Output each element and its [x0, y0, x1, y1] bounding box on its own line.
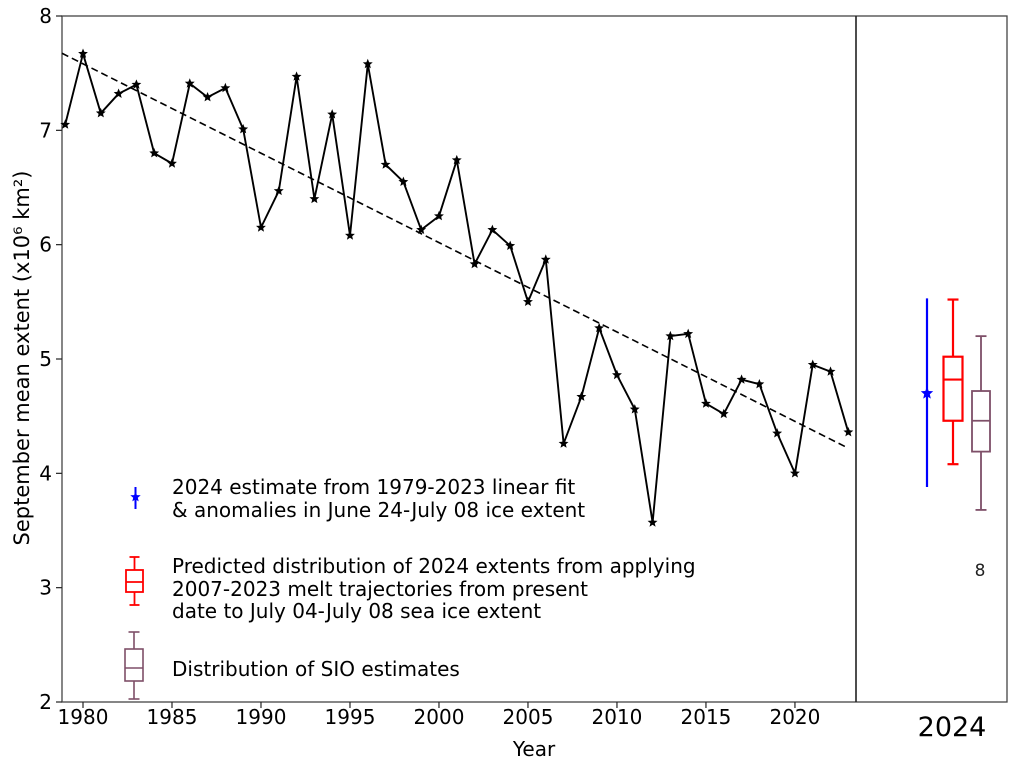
trend-line — [61, 52, 849, 449]
legend-purple-boxplot-glyph-box — [124, 648, 144, 682]
x-tick-label-1980: 1980 — [58, 705, 109, 729]
legend-red-line1: Predicted distribution of 2024 extents f… — [172, 554, 696, 578]
legend-blue-line1: 2024 estimate from 1979-2023 linear fit — [172, 475, 576, 499]
y-tick-label-8: 8 — [39, 4, 52, 28]
y-tick-label-7: 7 — [39, 118, 52, 142]
x-tick-label-2005: 2005 — [503, 705, 554, 729]
blue-estimate-marker — [920, 386, 934, 399]
y-tick-label-2: 2 — [39, 690, 52, 714]
x-tick-label-1990: 1990 — [236, 705, 287, 729]
x-tick-label-1995: 1995 — [325, 705, 376, 729]
legend-blue-star-glyph — [130, 491, 141, 502]
y-axis-label: September mean extent (x10⁶ km²) — [10, 170, 34, 546]
red-prediction-boxplot-box — [942, 355, 964, 422]
legend-purple-line1: Distribution of SIO estimates — [172, 657, 460, 681]
legend-red-line3: date to July 04-July 08 sea ice extent — [172, 599, 542, 623]
panel-2024-tick-label: 2024 — [917, 712, 987, 743]
legend-red-line2: 2007-2023 melt trajectories from present — [172, 577, 588, 601]
x-tick-label-2010: 2010 — [592, 705, 643, 729]
y-tick-label-6: 6 — [39, 233, 52, 257]
extent-line — [64, 52, 850, 524]
y-tick-label-4: 4 — [39, 461, 52, 485]
y-tick-label-5: 5 — [39, 347, 52, 371]
x-tick-label-2015: 2015 — [681, 705, 732, 729]
x-tick-label-1985: 1985 — [147, 705, 198, 729]
y-tick-label-3: 3 — [39, 576, 52, 600]
extent-star-markers — [60, 48, 854, 527]
x-tick-label-2020: 2020 — [769, 705, 820, 729]
sio-estimate-count-label: 8 — [974, 561, 986, 581]
legend-blue-line2: & anomalies in June 24-July 08 ice exten… — [172, 498, 586, 522]
x-tick-label-2000: 2000 — [414, 705, 465, 729]
x-axis-label: Year — [512, 737, 556, 761]
legend-red-boxplot-glyph-box — [125, 569, 144, 593]
